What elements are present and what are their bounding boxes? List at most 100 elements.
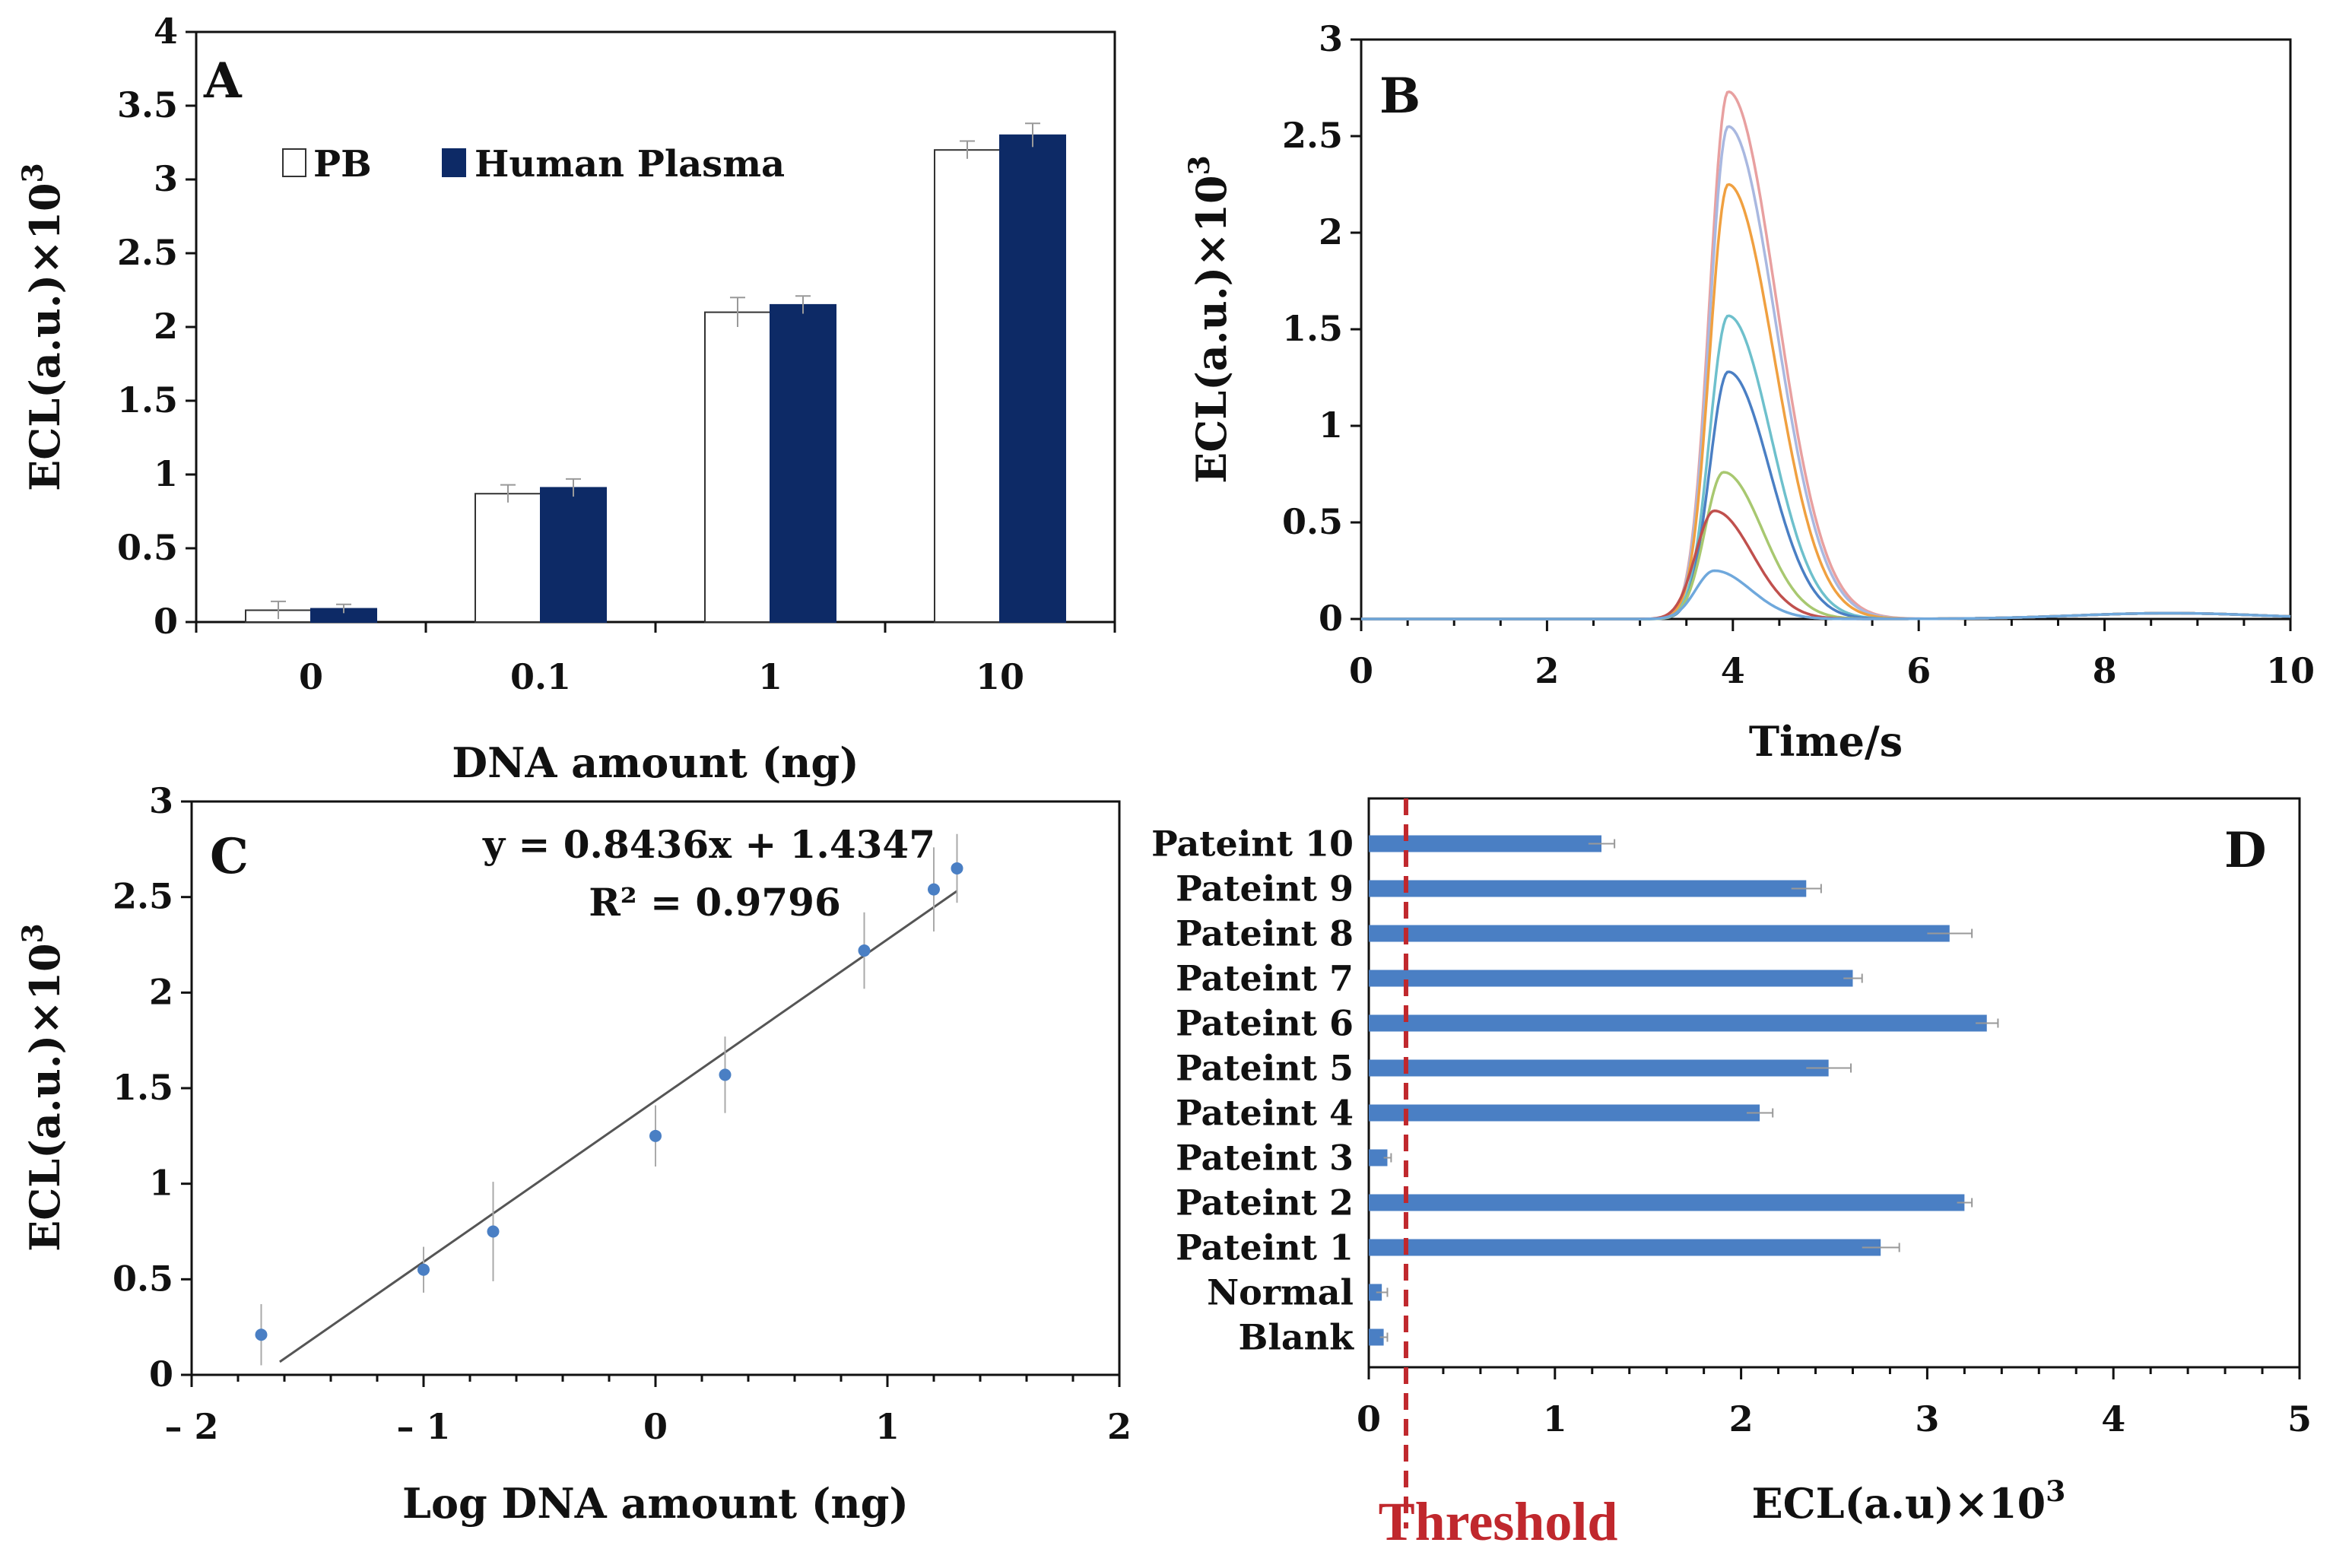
panel-a-y-tick-label: 1.5	[117, 379, 178, 421]
panel-b-y-tick-label: 1.5	[1282, 308, 1343, 349]
panel-d-category-label: Blank	[1239, 1317, 1355, 1358]
panel-c-y-tick-label: 2	[149, 971, 173, 1012]
panel-b-y-tick-label: 2.5	[1282, 115, 1343, 156]
panel-d-frame	[1367, 797, 2301, 1369]
panel-c-data-point	[487, 1225, 500, 1238]
panel-c-x-tick-label: – 1	[396, 1406, 450, 1447]
panel-a-x-tick-label: 0	[299, 656, 323, 697]
panel-c-data-point	[858, 944, 871, 957]
panel-b-x-tick-label: 6	[1906, 650, 1931, 691]
panel-a-x-tick-label: 0.1	[510, 656, 571, 697]
panel-a-legend-label-pb: PB	[313, 143, 372, 186]
panel-d-x-tick-label: 3	[1915, 1398, 1939, 1439]
panel-a-y-tick-label: 4	[154, 11, 178, 52]
panel-b-series-line	[1361, 569, 2291, 621]
panel-c-y-tick-label: 1	[149, 1163, 173, 1204]
panel-a-x-tick-label: 10	[976, 656, 1024, 697]
panel-d-bar	[1369, 1328, 1384, 1346]
panel-a-y-axis-label: ECL(a.u.)×103	[16, 163, 69, 491]
panel-c-letter: C	[210, 828, 249, 885]
panel-a-letter: A	[203, 52, 243, 110]
panel-d-bar	[1369, 1239, 1881, 1256]
panel-d-category-label: Normal	[1207, 1272, 1354, 1313]
panel-c-x-axis-label: Log DNA amount (ng)	[402, 1479, 909, 1528]
panel-c-y-tick-label: 2.5	[113, 876, 173, 917]
panel-a-x-tick-label: 1	[758, 656, 782, 697]
panel-b-x-tick-label: 2	[1535, 650, 1559, 691]
panel-c-data-point	[928, 883, 940, 896]
panel-c-r-squared: R² = 0.9796	[589, 880, 841, 925]
panel-c-x-tick-label: – 2	[164, 1406, 218, 1447]
panel-c-x-tick-label: 2	[1107, 1406, 1132, 1447]
panel-d-threshold-label: Threshold	[1379, 1491, 1618, 1552]
panel-d-x-tick-label: 5	[2287, 1398, 2312, 1439]
panel-b-series-line	[1361, 90, 2291, 621]
panel-c-y-axis-label: ECL(a.u.)×103	[16, 923, 69, 1252]
panel-b-letter: B	[1379, 68, 1420, 125]
panel-b-y-tick-label: 0.5	[1282, 501, 1343, 542]
panel-a-bar-pb	[475, 493, 541, 623]
panel-c-x-tick-label: 1	[875, 1406, 900, 1447]
panel-a-bar-pb	[934, 149, 1001, 623]
panel-a-x-axis-label: DNA amount (ng)	[452, 738, 859, 787]
panel-a-bar-plasma	[999, 134, 1066, 624]
panel-a-bar-plasma	[770, 303, 836, 623]
panel-d-x-tick-label: 1	[1543, 1398, 1567, 1439]
panel-a-y-tick-label: 1	[154, 453, 178, 494]
panel-a-legend-swatch-plasma	[442, 148, 466, 177]
panel-c-fit-line	[279, 890, 958, 1363]
panel-a-bar-pb	[704, 311, 771, 623]
panel-a-y-tick-label: 2	[154, 306, 178, 347]
panel-b-frame	[1360, 38, 2292, 621]
panel-b-x-tick-label: 10	[2266, 650, 2315, 691]
panel-b-y-tick-label: 3	[1319, 18, 1343, 59]
panel-b-x-tick-label: 8	[2093, 650, 2117, 691]
panel-d-x-tick-label: 0	[1357, 1398, 1381, 1439]
panel-a-y-tick-label: 3.5	[117, 84, 178, 125]
panel-d-bar	[1369, 1149, 1388, 1166]
panel-d-bar	[1369, 1104, 1760, 1122]
panel-d-category-label: Pateint 2	[1176, 1182, 1354, 1224]
panel-d-category-label: Pateint 1	[1176, 1227, 1354, 1268]
panel-c-y-tick-label: 1.5	[113, 1067, 173, 1108]
panel-c-y-tick-label: 0.5	[113, 1258, 173, 1299]
panel-a-bar-plasma	[540, 487, 607, 624]
panel-d-x-axis-label: ECL(a.u)×103	[1752, 1474, 2066, 1528]
panel-d-bar	[1369, 1194, 1965, 1211]
panel-d-bar	[1369, 1284, 1382, 1301]
panel-b-x-tick-label: 4	[1721, 650, 1745, 691]
panel-d-bar	[1369, 970, 1853, 987]
panel-c-fit-equation: y = 0.8436x + 1.4347	[482, 822, 935, 867]
panel-d-category-label: Pateint 10	[1151, 824, 1354, 865]
panel-d-category-label: Pateint 8	[1176, 913, 1354, 954]
panel-b-x-axis-label: Time/s	[1749, 717, 1903, 766]
panel-c-data-point	[417, 1263, 430, 1276]
panel-d-bar	[1369, 1059, 1829, 1077]
panel-c-y-tick-label: 0	[149, 1354, 173, 1395]
panel-d-bar	[1369, 880, 1807, 897]
panel-b-y-tick-label: 1	[1319, 405, 1343, 446]
panel-b-y-tick-label: 0	[1319, 598, 1343, 639]
panel-d-bar	[1369, 835, 1601, 852]
panel-a-legend-swatch-pb	[282, 148, 306, 177]
panel-b-y-tick-label: 2	[1319, 211, 1343, 252]
panel-c-data-point	[951, 862, 963, 874]
panel-d-bar	[1369, 1014, 1987, 1032]
panel-b-x-tick-label: 0	[1349, 650, 1373, 691]
panel-d-x-tick-label: 4	[2101, 1398, 2125, 1439]
panel-a-legend-label-plasma: Human Plasma	[475, 143, 785, 186]
panel-c-y-tick-label: 3	[149, 780, 173, 821]
panel-a-y-tick-label: 3	[154, 158, 178, 199]
panel-d-category-label: Pateint 3	[1176, 1138, 1354, 1179]
panel-b-y-axis-label: ECL(a.u.)×103	[1182, 155, 1236, 484]
panel-a-y-tick-label: 0	[154, 601, 178, 642]
panel-d-x-tick-label: 2	[1729, 1398, 1754, 1439]
panel-a-y-tick-label: 2.5	[117, 232, 178, 273]
panel-d-category-label: Pateint 9	[1176, 868, 1354, 909]
panel-c-data-point	[649, 1129, 662, 1142]
panel-d-bar	[1369, 925, 1950, 942]
panel-d-category-label: Pateint 6	[1176, 1003, 1354, 1044]
panel-d-letter: D	[2224, 822, 2267, 879]
panel-b-series-line	[1361, 125, 2291, 621]
